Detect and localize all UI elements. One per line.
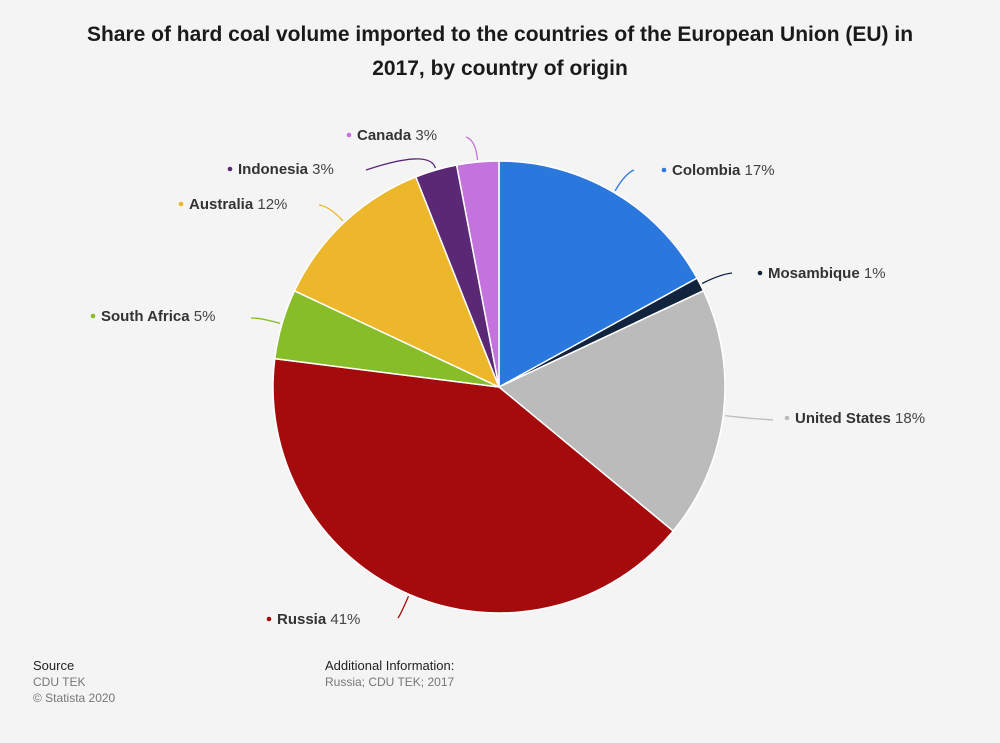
slice-label-australia: Australia 12% — [189, 196, 287, 213]
leader-line-australia — [318, 204, 344, 222]
slice-label-name: Mosambique — [768, 265, 860, 282]
leader-line-colombia — [614, 169, 635, 192]
slice-label-value: 17% — [740, 162, 774, 179]
legend-bullet-colombia — [661, 167, 667, 173]
slice-label-name: Colombia — [672, 162, 741, 179]
additional-info-text: Russia; CDU TEK; 2017 — [325, 675, 455, 689]
slice-label-united-states: United States 18% — [795, 410, 925, 427]
slice-label-name: Canada — [357, 127, 412, 144]
slice-label-canada: Canada 3% — [357, 127, 437, 144]
leader-line-indonesia — [365, 158, 437, 171]
slice-label-name: United States — [795, 410, 891, 427]
additional-info-heading: Additional Information: — [325, 658, 455, 673]
slice-label-name: Australia — [189, 196, 254, 213]
slice-label-value: 3% — [308, 161, 334, 178]
slice-label-russia: Russia 41% — [277, 611, 360, 628]
pie-slice-united-states — [497, 289, 726, 533]
source-text: CDU TEK — [33, 675, 86, 689]
legend-bullet-united-states — [784, 415, 790, 421]
pie-slice-russia — [272, 357, 675, 614]
pie-slice-australia — [293, 175, 501, 389]
slice-label-value: 5% — [190, 308, 216, 325]
copyright-text: © Statista 2020 — [33, 691, 116, 705]
pie-slice-colombia — [498, 160, 699, 389]
slice-label-value: 3% — [411, 127, 437, 144]
chart-title: Share of hard coal volume imported to th… — [86, 23, 914, 80]
leader-line-canada — [465, 136, 479, 161]
legend-bullet-south-africa — [90, 313, 96, 319]
legend-bullet-indonesia — [227, 166, 233, 172]
additional-info-block: Additional Information: Russia; CDU TEK;… — [325, 658, 454, 690]
slice-label-indonesia: Indonesia 3% — [238, 161, 334, 178]
slice-label-name: Russia — [277, 611, 327, 628]
legend-bullet-canada — [346, 132, 352, 138]
slice-label-value: 18% — [891, 410, 925, 427]
leader-line-russia — [397, 595, 410, 619]
slice-label-colombia: Colombia 17% — [672, 162, 775, 179]
pie-slice-canada — [455, 160, 500, 388]
slice-label-mosambique: Mosambique 1% — [768, 265, 886, 282]
slice-label-name: Indonesia — [238, 161, 309, 178]
leader-line-south-africa — [250, 317, 281, 325]
slice-label-value: 1% — [860, 265, 886, 282]
slice-label-value: 41% — [326, 611, 360, 628]
source-heading: Source — [33, 658, 75, 673]
slice-label-name: South Africa — [101, 308, 190, 325]
legend-bullet-russia — [266, 616, 272, 622]
legend-bullet-australia — [178, 201, 184, 207]
legend-bullet-mosambique — [757, 270, 763, 276]
leader-line-united-states — [725, 414, 774, 421]
leader-line-mosambique — [701, 272, 733, 285]
source-block: Source CDU TEK © Statista 2020 — [33, 658, 115, 706]
slice-label-south-africa: South Africa 5% — [101, 308, 215, 325]
slice-label-value: 12% — [253, 196, 287, 213]
